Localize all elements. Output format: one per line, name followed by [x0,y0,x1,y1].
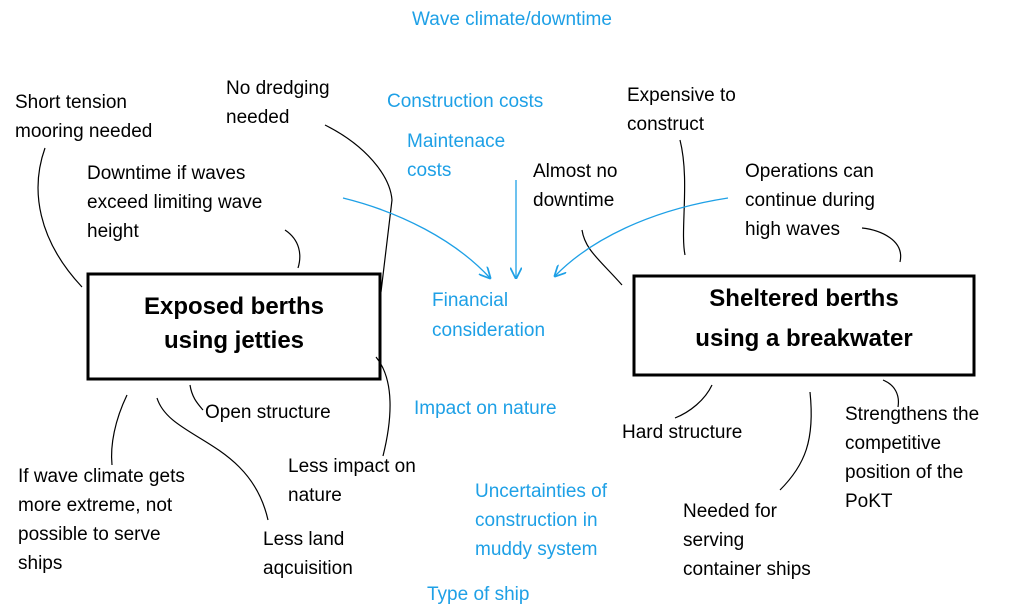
note-line: Operations can [745,161,874,182]
note: Short tension mooring needed [15,92,152,142]
center-label: Financial consideration [432,290,545,341]
note: Operations can continue during high waves [745,161,875,240]
factor-line: muddy system [475,539,597,560]
factor: Maintenace costs [407,131,505,181]
factor-line: Maintenace [407,131,505,152]
factor-line: costs [407,160,451,181]
note-line: Strengthens the [845,404,979,425]
option-label-line: using jetties [164,327,304,354]
factor-line: Construction costs [387,91,543,112]
note-line: ships [18,553,62,574]
note-line: continue during [745,190,875,211]
note: Less land aqcuisition [263,529,353,579]
note-line: Less land [263,529,344,550]
option-label: Sheltered berths using a breakwater [695,285,912,352]
factor-line: construction in [475,510,598,531]
center-label-line: consideration [432,320,545,341]
note: No dredging needed [226,78,330,128]
note-line: construct [627,114,705,135]
note: Needed for serving container ships [683,501,811,580]
note-line: No dredging [226,78,330,99]
note: Almost no downtime [533,161,617,211]
factor-line: Impact on nature [414,398,557,419]
note: Downtime if waves exceed limiting wave hei… [87,163,262,242]
note: Hard structure [622,422,742,443]
note: If wave climate gets more extreme, not pos… [18,466,185,574]
note-line: PoKT [845,491,893,512]
note-line: exceed limiting wave [87,192,262,213]
connectors [37,124,902,521]
title: Wave climate/downtime [412,9,612,30]
factor: Construction costs [387,91,543,112]
note-line: high waves [745,219,840,240]
note-line: Hard structure [622,422,742,443]
note-line: aqcuisition [263,558,353,579]
note-line: needed [226,107,289,128]
note-line: nature [288,485,342,506]
note-line: mooring needed [15,121,152,142]
factor: Uncertainties of construction in muddy sys… [475,481,608,560]
note-line: competitive [845,433,941,454]
note-line: Needed for [683,501,778,522]
option-box [86,272,382,381]
note-line: Less impact on [288,456,416,477]
factor: Impact on nature [414,398,557,419]
note-line: Expensive to [627,85,736,106]
note: Expensive to construct [627,85,736,135]
factor: Type of ship [427,584,529,605]
note-line: possible to serve [18,524,161,545]
note-line: serving [683,530,744,551]
note: Less impact on nature [288,456,416,506]
note: Strengthens the competitive position of th… [845,404,979,512]
option-label-line: Sheltered berths [709,285,898,312]
option-label: Exposed berths using jetties [144,293,324,354]
factor-line: Type of ship [427,584,529,605]
factor-line: Uncertainties of [475,481,608,502]
note-line: Downtime if waves [87,163,245,184]
note-line: container ships [683,559,811,580]
note-line: position of the [845,462,963,483]
note-line: If wave climate gets [18,466,185,487]
option-label-line: Exposed berths [144,293,324,320]
note-line: height [87,221,139,242]
note-line: Almost no [533,161,617,182]
center-label-line: Financial [432,290,508,311]
option-label-line: using a breakwater [695,325,912,352]
note: Open structure [205,402,331,423]
note-line: Open structure [205,402,331,423]
note-line: downtime [533,190,614,211]
note-line: Short tension [15,92,127,113]
option-box [632,274,976,377]
note-line: more extreme, not [18,495,173,516]
